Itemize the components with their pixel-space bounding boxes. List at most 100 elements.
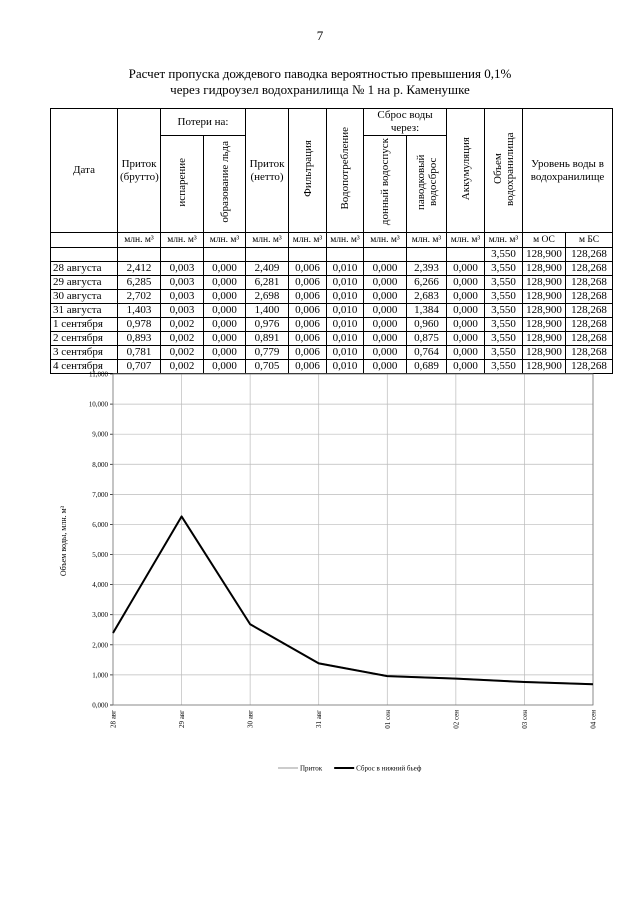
- cell: 0,006: [288, 275, 328, 290]
- cell: 128,900: [522, 247, 567, 262]
- cell: 0,000: [363, 345, 408, 360]
- x-tick-label: 01 сен: [384, 710, 392, 729]
- cell: 2,683: [406, 289, 448, 304]
- cell: 0,000: [363, 359, 408, 374]
- cell: 0,000: [446, 331, 486, 346]
- cell: 0,000: [363, 275, 408, 290]
- unit-cell: млн. м³: [326, 232, 365, 248]
- cell: 3,550: [484, 331, 524, 346]
- header-cell: донный водоспуск: [363, 135, 408, 233]
- title-line: Расчет пропуска дождевого паводка вероят…: [128, 66, 512, 81]
- cell: 6,285: [117, 275, 161, 290]
- y-tick-label: 11,000: [89, 371, 108, 379]
- cell: 0,781: [117, 345, 161, 360]
- cell: 29 августа: [50, 275, 118, 290]
- cell: 0,000: [446, 303, 486, 318]
- cell: 3,550: [484, 275, 524, 290]
- cell: 0,000: [446, 261, 486, 276]
- header-text: паводковый водосброс: [414, 154, 439, 210]
- cell: 128,900: [522, 345, 567, 360]
- cell: 1,403: [117, 303, 161, 318]
- cell: 0,010: [326, 317, 365, 332]
- cell: 0,010: [326, 359, 365, 374]
- cell: 128,268: [565, 289, 614, 304]
- cell: 0,006: [288, 359, 328, 374]
- cell: 128,268: [565, 247, 614, 262]
- header-text: Аккумуляция: [459, 136, 472, 201]
- y-tick-label: 9,000: [92, 431, 108, 439]
- header-cell: Уровень воды в водохранилище: [522, 108, 614, 233]
- header-cell: Дата: [50, 108, 118, 233]
- header-text: испарение: [176, 157, 188, 207]
- cell: 0,010: [326, 331, 365, 346]
- cell: 0,006: [288, 303, 328, 318]
- cell: [50, 247, 118, 262]
- unit-cell: млн. м³: [484, 232, 524, 248]
- header-text: образование льда: [218, 141, 231, 223]
- series-line: [112, 515, 594, 685]
- cell: 128,900: [522, 331, 567, 346]
- header-text: донный водоспуск: [379, 138, 392, 226]
- cell: 3,550: [484, 317, 524, 332]
- cell: [326, 247, 365, 262]
- cell: 0,000: [202, 261, 247, 276]
- cell: 0,010: [326, 261, 365, 276]
- cell: 2,393: [406, 261, 448, 276]
- cell: [406, 247, 448, 262]
- x-tick-label: 28 авг: [110, 710, 118, 728]
- cell: 128,268: [565, 345, 614, 360]
- cell: [245, 247, 290, 262]
- y-axis-label: Объем воды, млн. м³: [59, 505, 68, 576]
- cell: 0,000: [202, 289, 247, 304]
- series-line: [112, 515, 594, 686]
- cell: 128,900: [522, 275, 567, 290]
- header-cell: Водопотребление: [326, 108, 365, 233]
- cell: 0,000: [446, 275, 486, 290]
- chart: Объем воды, млн. м³ 0,000 1,000 2,000 3,000…: [59, 371, 598, 773]
- unit-cell: млн. м³: [446, 232, 486, 248]
- cell: [160, 247, 204, 262]
- cell: 128,268: [565, 317, 614, 332]
- x-tick-label: 04 сен: [590, 710, 598, 729]
- cell: 0,000: [363, 317, 408, 332]
- unit-cell: млн. м³: [117, 232, 161, 248]
- cell: 128,900: [522, 303, 567, 318]
- cell: 0,010: [326, 345, 365, 360]
- unit-cell: м ОС: [522, 232, 567, 248]
- page-number: 7: [316, 28, 324, 43]
- cell: 0,764: [406, 345, 448, 360]
- x-tick-label: 29 авг: [178, 710, 186, 728]
- cell: 128,268: [565, 261, 614, 276]
- cell: 1,400: [245, 303, 290, 318]
- cell: 128,268: [565, 331, 614, 346]
- table: Дата Приток (брутто) Потери на: Приток (…: [50, 108, 614, 374]
- header-cell: образование льда: [202, 135, 247, 233]
- header-cell: паводковый водосброс: [406, 135, 448, 233]
- header-cell: Аккумуляция: [446, 108, 486, 233]
- cell: 3,550: [484, 247, 524, 262]
- table-row: 1 сентября 0,978 0,002 0,000 0,976 0,006 0,010…: [50, 317, 614, 332]
- cell: 0,002: [160, 331, 204, 346]
- cell: 0,000: [363, 289, 408, 304]
- header-cell: испарение: [160, 135, 204, 233]
- header-cell: Сброс воды через:: [363, 108, 448, 136]
- y-tick-label: 2,000: [92, 641, 108, 649]
- cell: [446, 247, 486, 262]
- unit-cell: млн. м³: [202, 232, 247, 248]
- table-body: млн. м³ млн. м³ млн. м³ млн. м³ млн. м³ млн. …: [50, 232, 614, 374]
- x-tick-label: 02 сен: [452, 710, 460, 729]
- cell: [50, 232, 118, 248]
- cell: 0,003: [160, 289, 204, 304]
- cell: 0,003: [160, 261, 204, 276]
- cell: 0,875: [406, 331, 448, 346]
- cell: 0,003: [160, 275, 204, 290]
- unit-cell: м БС: [565, 232, 614, 248]
- cell: 128,900: [522, 261, 567, 276]
- plot-frame: [112, 373, 594, 706]
- header-cell: Приток (нетто): [245, 108, 290, 233]
- cell: 0,000: [202, 317, 247, 332]
- cell: 0,891: [245, 331, 290, 346]
- y-tick-label: 3,000: [92, 611, 108, 619]
- cell: 0,010: [326, 275, 365, 290]
- cell: 28 августа: [50, 261, 118, 276]
